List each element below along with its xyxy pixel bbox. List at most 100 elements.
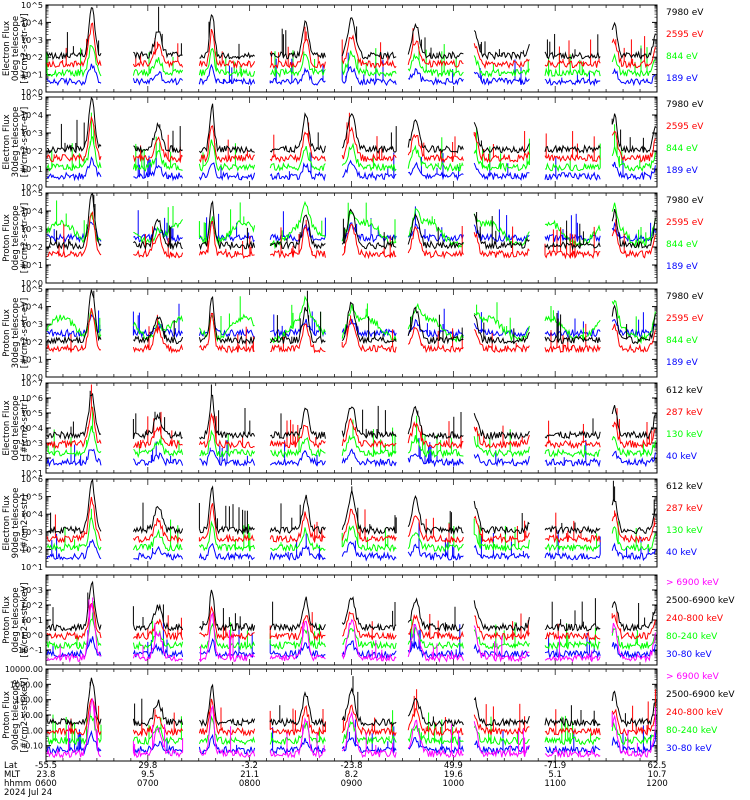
y-axis-label: MEPED Proton Flux 0deg telescope [#/cm2-s-s…: [0, 583, 30, 658]
flux-trace: [342, 628, 397, 650]
flux-trace: [341, 710, 397, 759]
x-tick-hhmm: 1100: [544, 779, 566, 789]
flux-trace: [341, 434, 397, 458]
y-tick-label: 10^1: [21, 261, 43, 270]
legend-entry: 130 keV: [666, 430, 703, 440]
flux-trace: [341, 448, 397, 468]
y-tick-label: 10^6: [21, 394, 43, 403]
x-tick-hhmm: 0600: [35, 779, 57, 789]
flux-trace: [46, 193, 102, 251]
flux-trace: [269, 227, 326, 260]
flux-trace: [342, 316, 397, 353]
y-axis-label-line: [#/cm2-s-str-eV]: [20, 203, 30, 273]
flux-trace: [611, 526, 656, 553]
flux-trace: [611, 627, 656, 651]
flux-trace: [269, 112, 326, 154]
x-tick-lat: 62.5: [648, 761, 667, 771]
y-axis-label-line: MEPED: [0, 605, 3, 635]
flux-trace: [269, 424, 326, 450]
flux-trace: [611, 130, 656, 163]
panel-4: 10^0 10^1 10^2 10^3 10^4 10^5 TED Proton Flux 30…: [0, 285, 704, 382]
legend-entry: 189 eV: [666, 166, 699, 176]
flux-trace: [473, 714, 530, 736]
legend-entry: 612 keV: [666, 386, 703, 396]
flux-trace: [270, 318, 326, 338]
flux-trace: [132, 413, 183, 440]
series-green: [46, 295, 656, 345]
flux-trace: [474, 740, 530, 756]
x-tick-hhmm: 0900: [341, 779, 363, 789]
panel-8: 0.10 1.00 10.00 100.00 1000.00 10000.00 MEPED P…: [0, 665, 735, 762]
flux-trace: [473, 71, 530, 86]
flux-trace: [269, 449, 326, 467]
y-tick-label: 10^2: [21, 338, 43, 347]
flux-trace: [199, 103, 255, 154]
flux-trace: [611, 708, 656, 736]
flux-trace: [46, 618, 102, 651]
flux-trace: [611, 208, 656, 250]
flux-trace: [611, 512, 656, 544]
y-axis-label-line: 0deg telescope: [11, 16, 21, 81]
series-black: [46, 676, 656, 728]
flux-trace: [199, 449, 256, 467]
flux-trace: [473, 515, 530, 545]
flux-trace: [341, 720, 397, 745]
y-tick-label: 10^4: [21, 424, 43, 433]
series-red: [46, 112, 656, 164]
y-axis-label: TED Electron Flux 30deg telescope [#/cm2-s-…: [0, 107, 30, 178]
y-tick-label: 10^3: [21, 439, 43, 448]
y-tick-label: 10^1: [21, 616, 43, 625]
flux-trace: [611, 323, 656, 353]
flux-trace: [132, 528, 183, 552]
y-tick-label: 10^1: [21, 165, 43, 174]
flux-trace: [473, 224, 530, 243]
series-red: [46, 496, 656, 545]
flux-trace: [473, 162, 530, 181]
y-axis-label: MEPED Electron Flux 90deg telescope [#/cm2-…: [0, 488, 30, 559]
flux-trace: [341, 525, 397, 553]
panel-1: 10^0 10^1 10^2 10^3 10^4 10^5 TED Electron Flux…: [0, 1, 704, 97]
flux-trace: [132, 699, 184, 727]
legend-entry: 7980 eV: [666, 292, 704, 302]
flux-trace: [198, 520, 256, 552]
flux-trace: [198, 63, 256, 86]
flux-trace: [611, 161, 656, 181]
x-tick-mlt: 19.6: [444, 770, 463, 780]
y-tick-label: 1.00: [25, 726, 43, 735]
flux-trace: [199, 13, 255, 60]
flux-trace: [341, 596, 397, 632]
y-tick-label: 10^2: [21, 454, 43, 463]
flux-trace: [198, 220, 255, 259]
flux-trace: [270, 53, 326, 79]
y-axis-label-line: 0deg telescope: [11, 395, 21, 460]
flux-trace: [407, 326, 464, 354]
flux-trace: [133, 545, 184, 561]
y-axis-label-line: MEPED: [0, 413, 3, 443]
flux-trace: [341, 611, 397, 641]
flux-trace: [342, 159, 397, 182]
series-red: [46, 689, 656, 737]
flux-trace: [473, 314, 530, 345]
flux-trace: [198, 542, 255, 561]
flux-trace: [46, 580, 102, 632]
flux-trace: [473, 600, 530, 632]
legend-entry: 30-80 keV: [666, 650, 712, 660]
flux-trace: [198, 295, 256, 345]
flux-trace: [133, 219, 184, 246]
x-tick-lat: -55.5: [35, 761, 57, 771]
flux-trace: [341, 113, 397, 154]
y-tick-label: 10^5: [21, 189, 43, 198]
flux-trace: [198, 29, 256, 69]
flux-trace: [269, 19, 326, 60]
flux-trace: [46, 496, 102, 544]
flux-trace: [341, 301, 397, 344]
y-axis-label-line: [#/cm2-s-str-eV]: [20, 13, 30, 83]
flux-trace: [199, 429, 256, 458]
flux-trace: [473, 413, 530, 441]
flux-trace: [407, 421, 464, 450]
legend-entry: 130 keV: [666, 526, 703, 536]
legend-entry: 240-800 keV: [666, 708, 724, 718]
flux-trace: [407, 737, 464, 755]
flux-trace: [132, 714, 184, 737]
flux-trace: [341, 737, 397, 755]
